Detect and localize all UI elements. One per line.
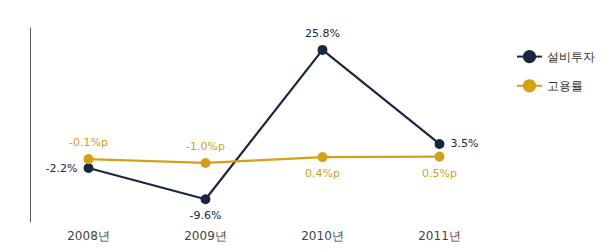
svg-text:-0.1%p: -0.1%p (69, 136, 108, 149)
svg-text:설비투자: 설비투자 (547, 50, 595, 64)
svg-text:2010년: 2010년 (301, 229, 344, 243)
svg-text:2011년: 2011년 (418, 229, 461, 243)
svg-text:2008년: 2008년 (67, 229, 110, 243)
svg-text:0.5%p: 0.5%p (422, 167, 457, 180)
svg-text:0.4%p: 0.4%p (305, 167, 340, 180)
svg-text:-2.2%: -2.2% (46, 162, 78, 175)
svg-text:-9.6%: -9.6% (190, 209, 222, 222)
svg-text:3.5%: 3.5% (451, 137, 479, 150)
svg-text:2009년: 2009년 (184, 229, 227, 243)
svg-text:고용률: 고용률 (547, 79, 583, 93)
svg-text:25.8%: 25.8% (305, 27, 340, 40)
svg-text:-1.0%p: -1.0%p (186, 140, 225, 153)
